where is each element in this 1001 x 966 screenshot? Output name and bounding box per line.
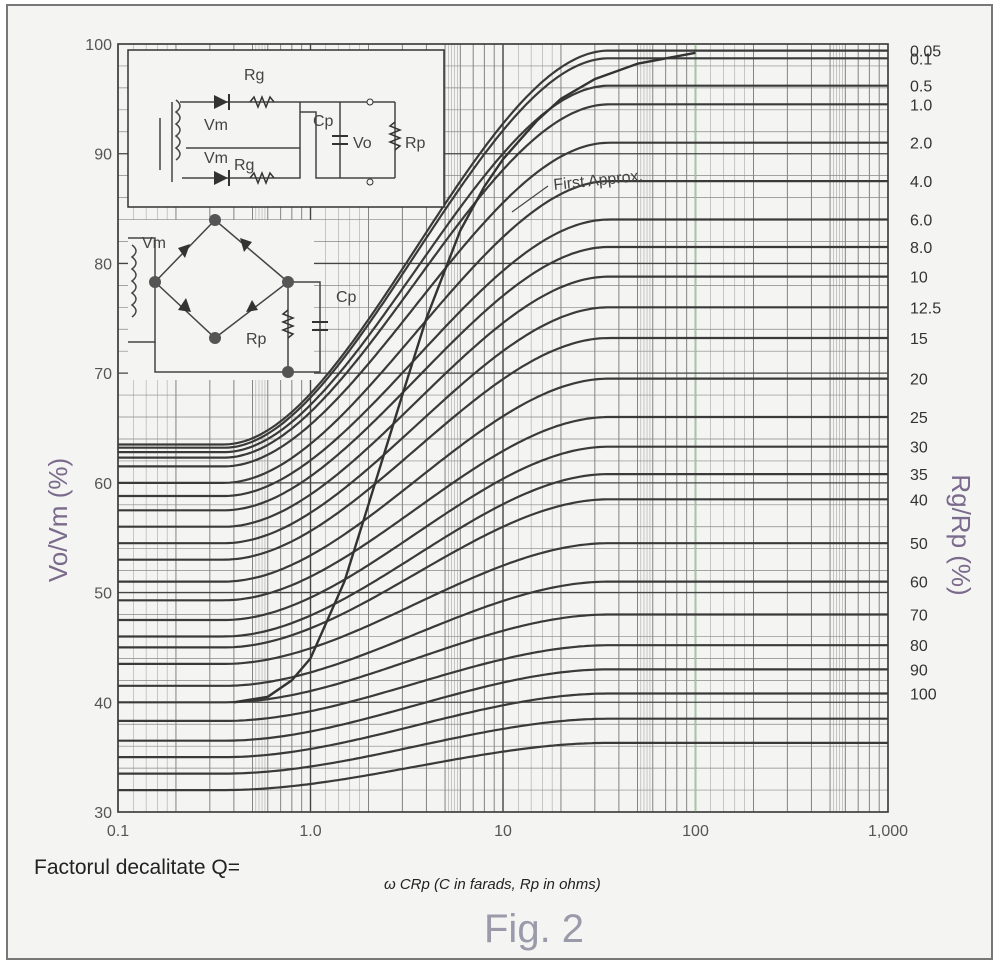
bridge-label-rp: Rp <box>246 331 267 348</box>
inset-label-vo: Vo <box>353 135 372 152</box>
first-approx-curve <box>233 51 696 704</box>
series-label: 20 <box>910 372 928 389</box>
y2-axis-title: Rg/Rp (%) <box>946 474 976 595</box>
figure-label: Fig. 2 <box>484 907 585 951</box>
y-tick-label: 100 <box>85 37 112 54</box>
y-tick-label: 70 <box>94 366 112 383</box>
series-label: 60 <box>910 575 928 592</box>
tick-labels: 30 40 50 60 70 80 90 100 0.1 1.0 10 100 1,000 <box>85 37 908 840</box>
curve-line <box>118 498 888 649</box>
x-tick-label: 10 <box>494 823 512 840</box>
x-tick-label: 0.1 <box>107 823 129 840</box>
curve-line <box>118 542 888 665</box>
series-label: 80 <box>910 638 928 655</box>
y-axis-title: Vo/Vm (%) <box>43 458 73 582</box>
inset-label-vm-2: Vm <box>204 150 228 167</box>
curve-line <box>118 668 888 742</box>
series-label: 0.05 <box>910 44 941 61</box>
curve-line <box>118 306 888 545</box>
curve-line <box>118 245 888 512</box>
x-tick-label: 1.0 <box>299 823 321 840</box>
series-label: 15 <box>910 331 928 348</box>
series-label: 100 <box>910 687 937 704</box>
inset-label-cp: Cp <box>313 113 334 130</box>
circuit-inset-top: Rg Vm Vm Rg Cp Vo Rp <box>127 49 445 208</box>
curve-line <box>118 445 888 622</box>
x-tick-label: 1,000 <box>868 823 908 840</box>
x-axis-title-right: ω CRp (C in farads, Rp in ohms) <box>384 876 601 893</box>
curve-line <box>118 717 888 775</box>
curve-line <box>118 692 888 759</box>
series-label: 70 <box>910 608 928 625</box>
series-labels: 0.050.1 0.51.0 2.0 4.0 6.0 8.0 10 12.5 15 20 25 30 3… <box>910 44 941 704</box>
y-tick-label: 60 <box>94 476 112 493</box>
series-label: 2.0 <box>910 136 932 153</box>
series-label: 10 <box>910 270 928 287</box>
series-label: 35 <box>910 467 928 484</box>
x-axis-title-left: Factorul decalitate Q= <box>34 856 241 879</box>
curve-line <box>118 180 888 484</box>
curve-line <box>118 57 888 449</box>
y-tick-label: 80 <box>94 256 112 273</box>
first-approx-group <box>233 51 696 704</box>
curve-line <box>118 49 888 446</box>
curve-line <box>118 415 888 602</box>
bridge-label-vm: Vm <box>142 235 166 252</box>
curve-line <box>118 141 888 468</box>
series-label: 4.0 <box>910 174 932 191</box>
inset-label-rg-2: Rg <box>234 157 254 174</box>
series-label: 50 <box>910 536 928 553</box>
series-label: 6.0 <box>910 213 932 230</box>
series-label: 30 <box>910 440 928 457</box>
x-tick-label: 100 <box>682 823 709 840</box>
series-label: 25 <box>910 410 928 427</box>
curve-line <box>118 644 888 722</box>
series-label: 12.5 <box>910 300 941 317</box>
y-tick-label: 50 <box>94 586 112 603</box>
curve-line <box>118 741 888 792</box>
curve-line <box>118 473 888 638</box>
curve-line <box>118 377 888 583</box>
curve-line <box>118 336 888 561</box>
inset-label-rg: Rg <box>244 67 264 84</box>
y-tick-label: 40 <box>94 695 112 712</box>
first-approx-arrow <box>511 185 549 213</box>
circuit-inset-bridge: Vm Cp Rp <box>128 214 357 380</box>
curve-group <box>118 49 888 792</box>
series-label: 0.5 <box>910 79 932 96</box>
curve-line <box>118 275 888 528</box>
curve-line <box>118 580 888 687</box>
series-label: 0.1 <box>910 51 932 68</box>
series-label: 8.0 <box>910 240 932 257</box>
y-tick-label: 90 <box>94 147 112 164</box>
series-label: 90 <box>910 662 928 679</box>
first-approx-annotation: First Approx. <box>553 168 644 194</box>
bridge-label-cp: Cp <box>336 289 357 306</box>
series-label: 40 <box>910 492 928 509</box>
curve-line <box>118 84 888 454</box>
curve-line <box>118 218 888 498</box>
series-label: 1.0 <box>910 97 932 114</box>
inset-label-vm: Vm <box>204 117 228 134</box>
y-tick-label: 30 <box>94 805 112 822</box>
inset-label-rp: Rp <box>405 135 426 152</box>
curve-line <box>118 103 888 459</box>
